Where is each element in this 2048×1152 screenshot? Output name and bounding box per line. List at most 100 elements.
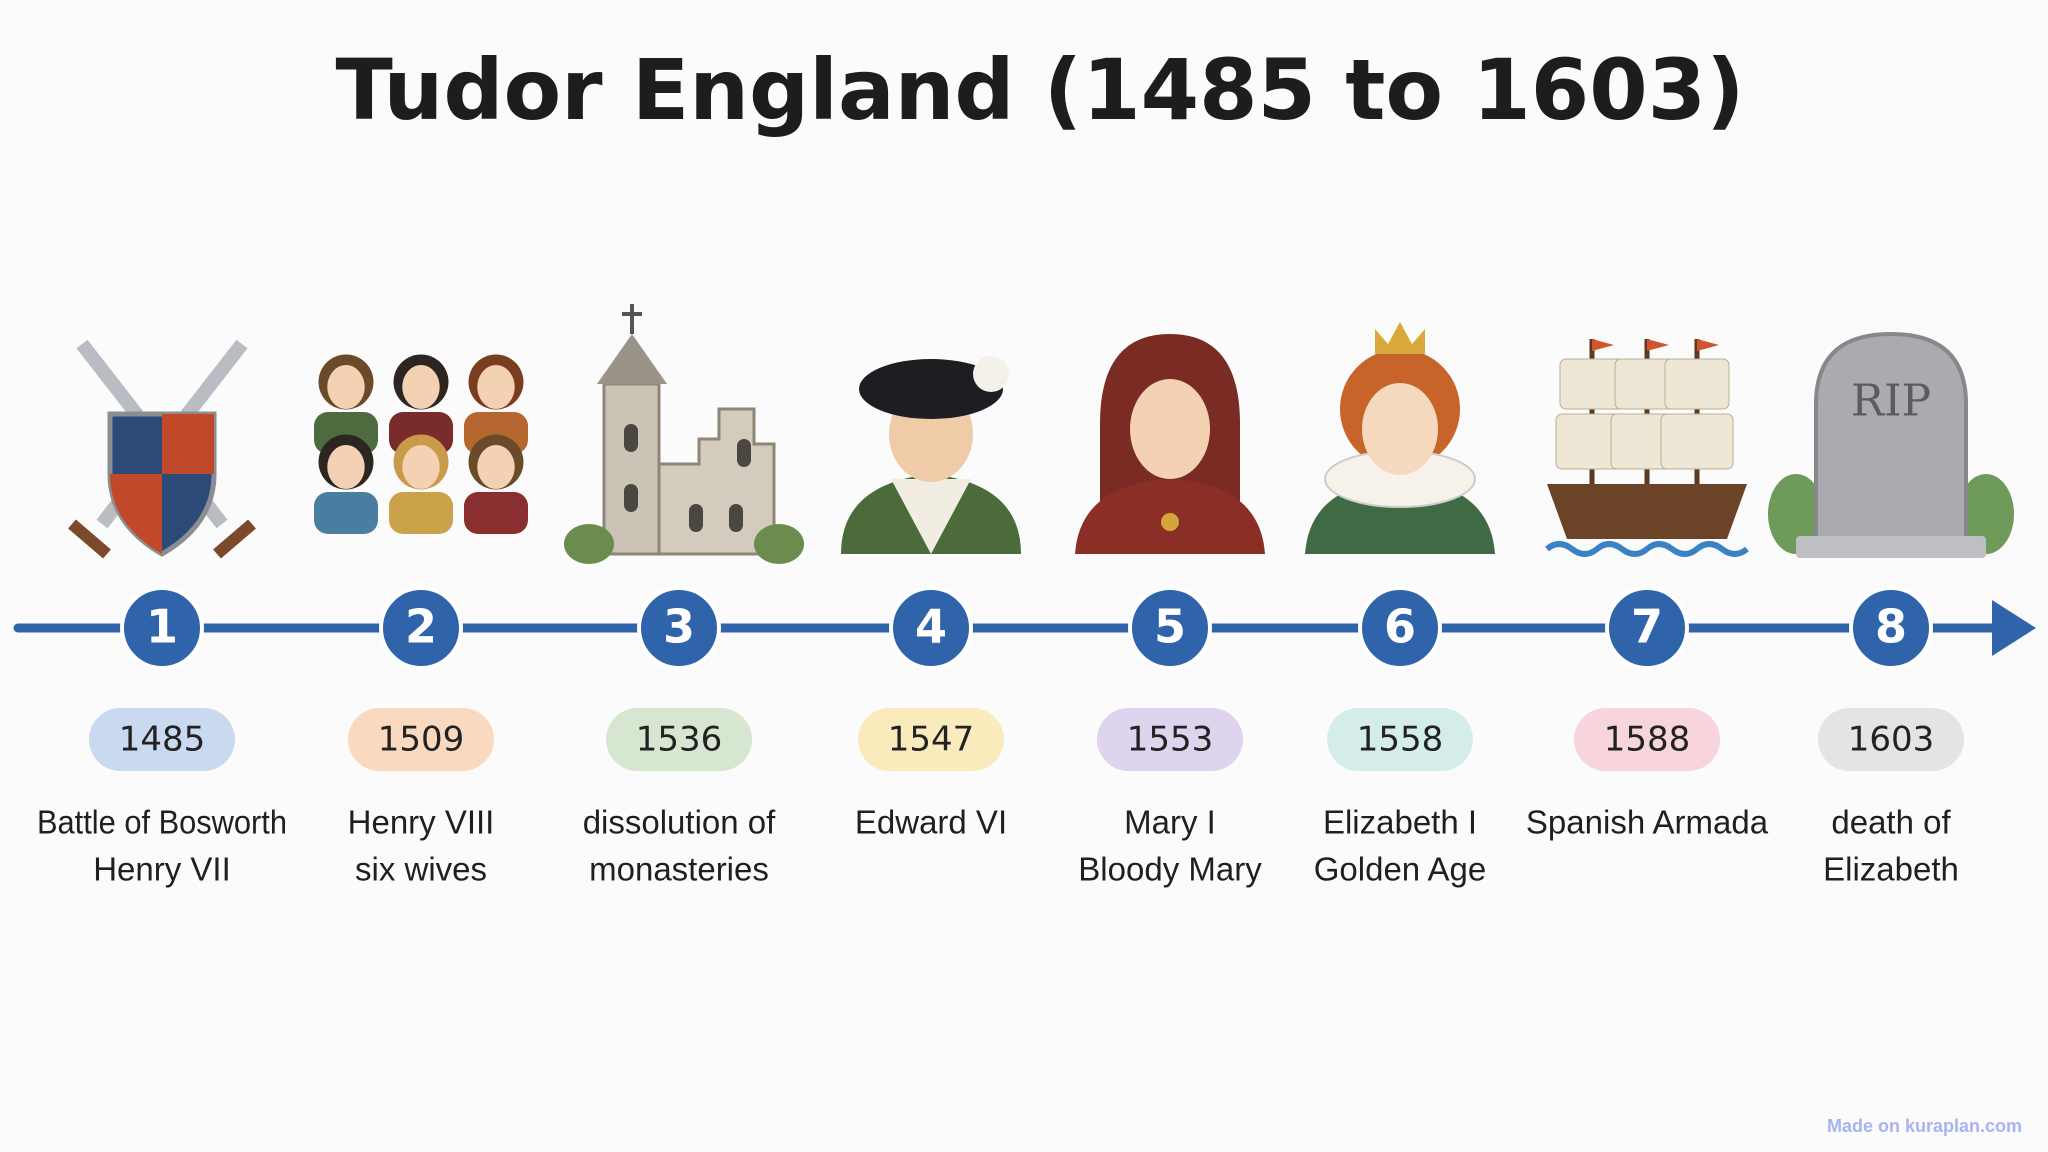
- face: [402, 365, 440, 409]
- step-circle: [120, 586, 204, 670]
- icon: [1545, 339, 1749, 557]
- step-number: 5: [1154, 600, 1186, 654]
- event-label: Henry VIII: [348, 804, 495, 841]
- waves: [1545, 541, 1749, 557]
- dress: [464, 492, 528, 534]
- year: 1509: [378, 720, 465, 760]
- step-number: 8: [1875, 600, 1907, 654]
- face: [477, 445, 515, 489]
- bush: [754, 524, 804, 564]
- sail: [1660, 413, 1734, 470]
- year-pill: [1097, 708, 1243, 771]
- base: [1796, 536, 1986, 558]
- hull: [1547, 484, 1747, 539]
- flag: [1592, 339, 1614, 351]
- year-pill: [858, 708, 1004, 771]
- icon: RIP: [1768, 331, 2014, 558]
- step-number: 6: [1384, 600, 1416, 654]
- event-label: Bloody Mary: [1078, 851, 1262, 888]
- event: 2 1509 Henry VIII six wives: [314, 354, 528, 888]
- step-circle: [1358, 586, 1442, 670]
- icon: [1305, 322, 1495, 554]
- step-circle: [1605, 586, 1689, 670]
- icon: [314, 354, 528, 534]
- event: 4 1547 Edward VI: [841, 356, 1021, 841]
- year-pill: [1574, 708, 1720, 771]
- events: 1 1485 Battle of Bosworth Henry VII 2 1509 Hen…: [37, 304, 2014, 888]
- year-pill: [89, 708, 235, 771]
- year: 1553: [1127, 720, 1214, 760]
- event-label: Spanish Armada: [1526, 804, 1769, 841]
- face: [477, 365, 515, 409]
- year-pill: [348, 708, 494, 771]
- year: 1547: [888, 720, 975, 760]
- hilt: [68, 519, 111, 559]
- year-pill: [1818, 708, 1964, 771]
- step-number: 3: [663, 600, 695, 654]
- flag: [1697, 339, 1719, 351]
- step-circle: [637, 586, 721, 670]
- event-label: Golden Age: [1314, 851, 1486, 888]
- tower: [602, 382, 661, 556]
- step-circle: [1128, 586, 1212, 670]
- window: [737, 439, 751, 467]
- window: [689, 504, 703, 532]
- event-label: Elizabeth: [1823, 851, 1959, 888]
- hat: [859, 359, 1003, 419]
- shield-part: [110, 474, 162, 554]
- step-circle: [1849, 586, 1933, 670]
- sail: [1664, 358, 1730, 410]
- year: 1558: [1357, 720, 1444, 760]
- sail: [1559, 358, 1625, 410]
- event: 7 1588 Spanish Armada: [1526, 339, 1769, 841]
- event: 5 1553 Mary I Bloody Mary: [1075, 334, 1265, 888]
- year-pill: [1327, 708, 1473, 771]
- event: 3 1536 dissolution of monasteries: [564, 304, 804, 888]
- event-label: Mary I: [1124, 804, 1216, 841]
- step-number: 7: [1631, 600, 1663, 654]
- face: [402, 445, 440, 489]
- pendant: [1161, 513, 1179, 531]
- event-label: Henry VII: [93, 851, 231, 888]
- step-circle: [889, 586, 973, 670]
- icon-text: RIP: [1851, 376, 1931, 427]
- leaves: [1768, 474, 1824, 554]
- dress: [314, 492, 378, 534]
- bush: [564, 524, 614, 564]
- step-number: 2: [405, 600, 437, 654]
- event-label: monasteries: [589, 851, 769, 888]
- year: 1603: [1848, 720, 1935, 760]
- leaves: [1958, 474, 2014, 554]
- event-label: Battle of Bosworth: [37, 804, 287, 841]
- event-label: Elizabeth I: [1323, 804, 1477, 841]
- face: [1130, 379, 1210, 479]
- year: 1588: [1604, 720, 1691, 760]
- watermark: Made on kuraplan.com: [1827, 1116, 2022, 1136]
- face: [1362, 383, 1438, 475]
- hilt: [213, 519, 256, 559]
- face: [327, 365, 365, 409]
- window: [729, 504, 743, 532]
- gravestone: [1814, 331, 1968, 546]
- icon: [68, 339, 256, 559]
- step-number: 4: [915, 600, 947, 654]
- event-label: death of: [1831, 804, 1951, 841]
- face: [327, 445, 365, 489]
- event-label: six wives: [355, 851, 487, 888]
- event-label: dissolution of: [583, 804, 776, 841]
- event-label: Edward VI: [855, 804, 1007, 841]
- flag: [1647, 339, 1669, 351]
- icon: [564, 304, 804, 564]
- fur: [891, 479, 971, 554]
- feather: [973, 356, 1009, 392]
- event: 1 1485 Battle of Bosworth Henry VII: [37, 339, 287, 888]
- step-circle: [379, 586, 463, 670]
- event: 6 1558 Elizabeth I Golden Age: [1305, 322, 1495, 888]
- icon: [1075, 334, 1265, 554]
- icon: [841, 356, 1021, 554]
- window: [624, 484, 638, 512]
- step-number: 1: [146, 600, 178, 654]
- page-title: Tudor England (1485 to 1603): [335, 41, 1744, 139]
- crown: [1375, 322, 1425, 354]
